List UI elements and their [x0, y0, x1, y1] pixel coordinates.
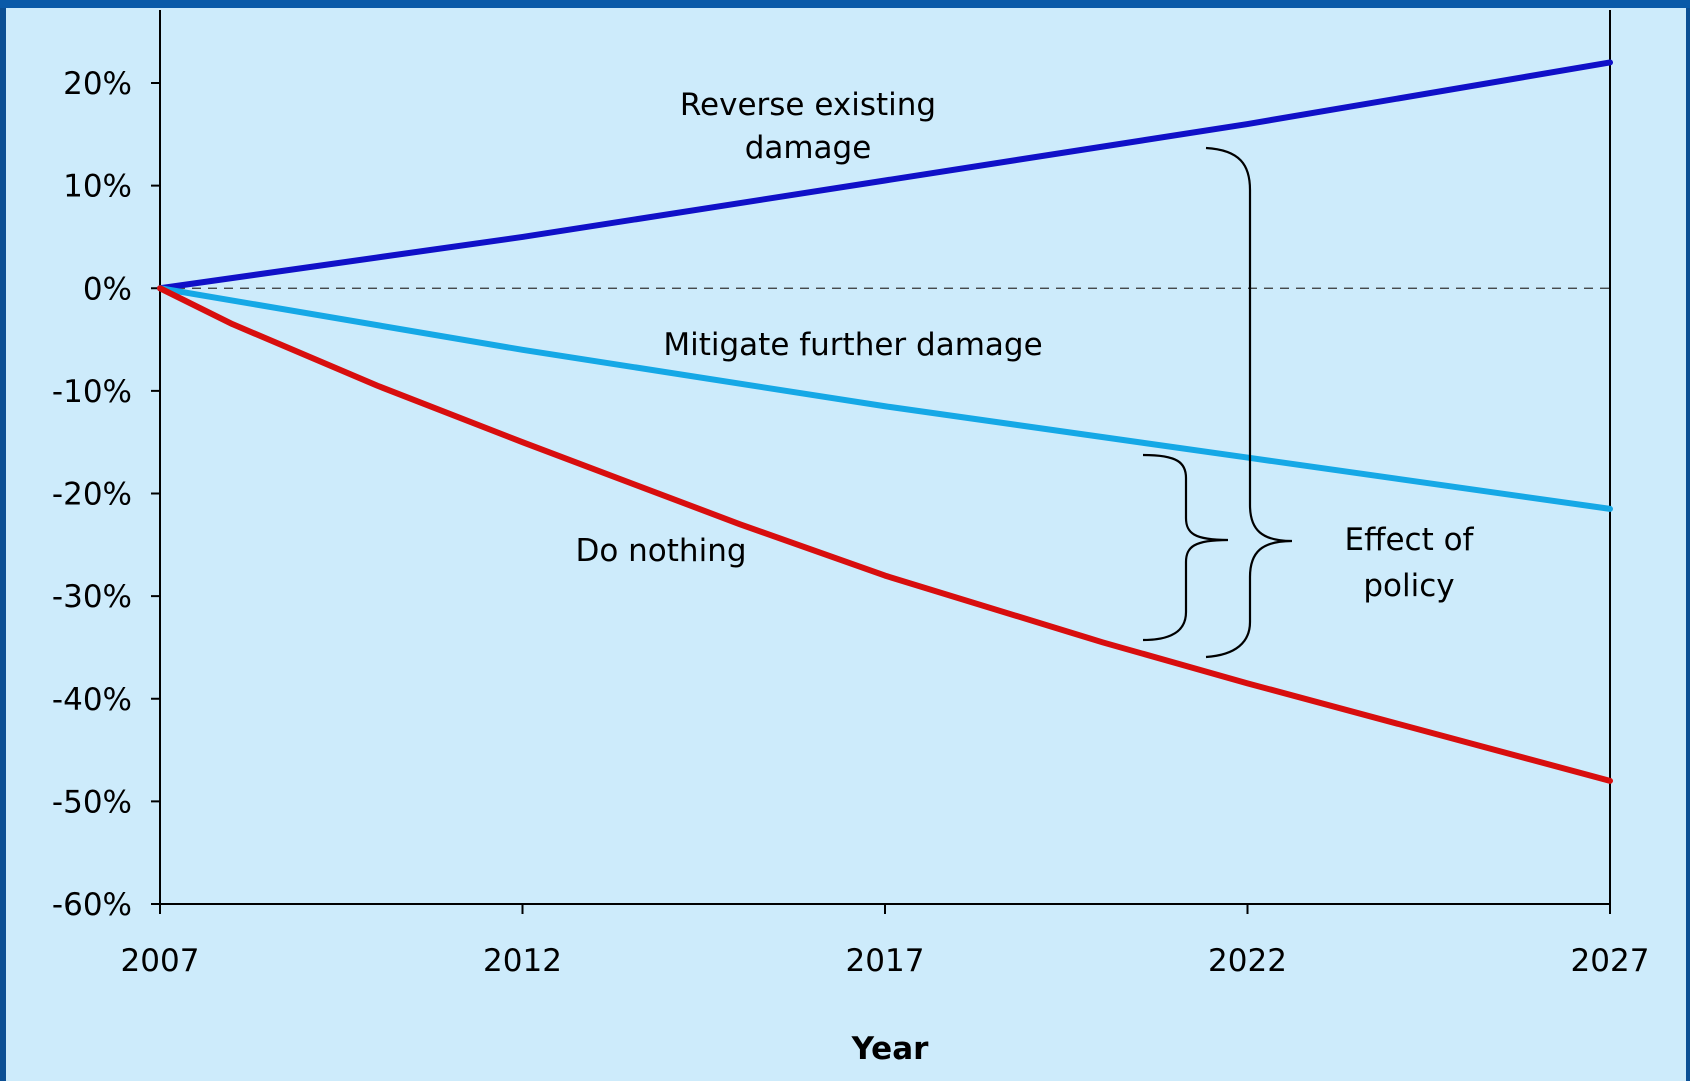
annotation-effect-line: policy	[1363, 568, 1454, 604]
x-tick-label: 2012	[483, 943, 562, 979]
x-tick-label: 2017	[846, 943, 925, 979]
annotation-reverse-line: Reverse existing	[680, 87, 936, 123]
annotation-effect-line: Effect of	[1345, 522, 1475, 558]
x-axis-title: Year	[851, 1031, 930, 1067]
y-tick-label: -10%	[52, 374, 132, 410]
y-tick-label: -40%	[52, 682, 132, 718]
y-tick-label: -50%	[52, 784, 132, 820]
series-line-2	[157, 285, 1613, 784]
y-tick-label: 10%	[63, 169, 132, 205]
y-tick-label: 20%	[63, 66, 132, 102]
annotation-reverse-line: damage	[745, 130, 872, 166]
slide-top-bar	[0, 0, 1690, 8]
y-tick-label: -60%	[52, 887, 132, 923]
annotation-nothing-line: Do nothing	[575, 533, 746, 569]
y-tick-label: -30%	[52, 579, 132, 615]
x-tick-label: 2007	[121, 943, 200, 979]
y-tick-label: -20%	[52, 477, 132, 513]
y-tick-label: 0%	[83, 271, 132, 307]
x-tick-label: 2027	[1571, 943, 1650, 979]
large-brace	[1205, 146, 1293, 659]
series-line-0	[157, 59, 1613, 292]
series-line-1	[157, 285, 1613, 512]
annotation-mitigate-line: Mitigate further damage	[663, 327, 1042, 363]
x-tick-label: 2022	[1208, 943, 1287, 979]
small-brace	[1142, 453, 1229, 642]
